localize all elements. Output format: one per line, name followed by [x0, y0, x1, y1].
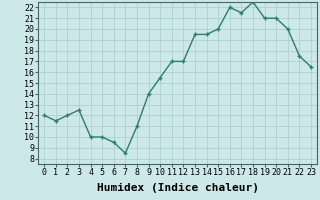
X-axis label: Humidex (Indice chaleur): Humidex (Indice chaleur) [97, 183, 259, 193]
